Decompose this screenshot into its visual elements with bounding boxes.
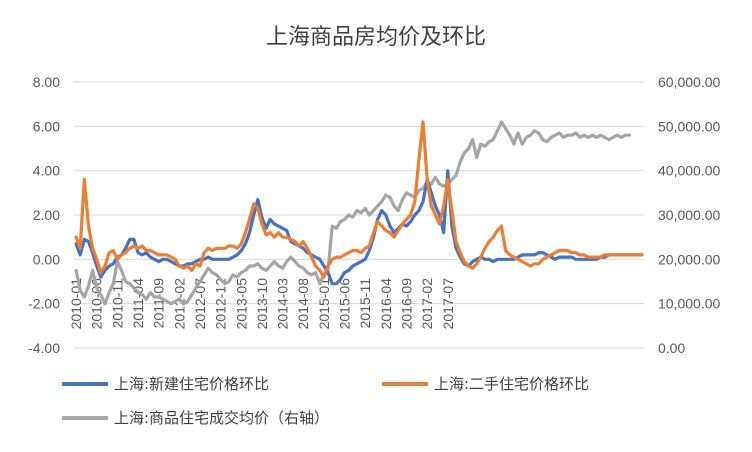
- right-tick-label: 40,000.00: [658, 163, 720, 179]
- x-tick-label: 2010-01: [68, 278, 84, 330]
- legend-label: 上海:新建住宅价格环比: [114, 375, 269, 393]
- x-tick-label: 2017-02: [419, 278, 435, 330]
- x-tick-label: 2014-03: [275, 278, 291, 330]
- left-tick-label: 4.00: [33, 163, 60, 179]
- x-tick-label: 2015-01: [316, 278, 332, 330]
- x-tick-label: 2013-05: [233, 278, 249, 330]
- right-tick-label: 10,000.00: [658, 296, 720, 312]
- right-tick-label: 0.00: [658, 340, 685, 356]
- left-tick-label: 2.00: [33, 207, 60, 223]
- x-tick-label: 2012-02: [171, 278, 187, 330]
- x-tick-label: 2017-07: [440, 278, 456, 330]
- x-tick-label: 2012-12: [213, 278, 229, 330]
- right-tick-label: 30,000.00: [658, 207, 720, 223]
- left-tick-label: -4.00: [28, 340, 60, 356]
- x-tick-label: 2010-06: [89, 278, 105, 330]
- right-tick-label: 50,000.00: [658, 118, 720, 134]
- x-tick-label: 2016-09: [399, 278, 415, 330]
- legend-label: 上海:二手住宅价格环比: [434, 375, 589, 393]
- right-tick-label: 20,000.00: [658, 251, 720, 267]
- left-y-axis: -4.00 -2.00 0.00 2.00 4.00 6.00 8.00: [28, 74, 60, 356]
- left-tick-label: 8.00: [33, 74, 60, 90]
- left-tick-label: 6.00: [33, 118, 60, 134]
- x-tick-label: 2012-07: [192, 278, 208, 330]
- left-tick-label: -2.00: [28, 296, 60, 312]
- right-y-axis: 0.00 10,000.00 20,000.00 30,000.00 40,000.00…: [658, 74, 720, 356]
- x-tick-label: 2015-11: [357, 278, 373, 329]
- series-line-1: [74, 120, 644, 279]
- x-tick-label: 2014-08: [295, 278, 311, 330]
- chart-title: 上海商品房均价及环比: [266, 25, 486, 50]
- x-tick-label: 2015-06: [337, 278, 353, 330]
- right-tick-label: 60,000.00: [658, 74, 720, 90]
- x-tick-label: 2010-11: [109, 278, 125, 329]
- legend-label: 上海:商品住宅成交均价（右轴）: [114, 409, 329, 427]
- x-tick-label: 2016-04: [378, 278, 394, 330]
- x-tick-label: 2013-10: [254, 278, 270, 330]
- series-line-2: [74, 120, 632, 306]
- x-tick-label: 2011-09: [151, 278, 167, 329]
- left-tick-label: 0.00: [33, 251, 60, 267]
- series-lines: [74, 120, 644, 306]
